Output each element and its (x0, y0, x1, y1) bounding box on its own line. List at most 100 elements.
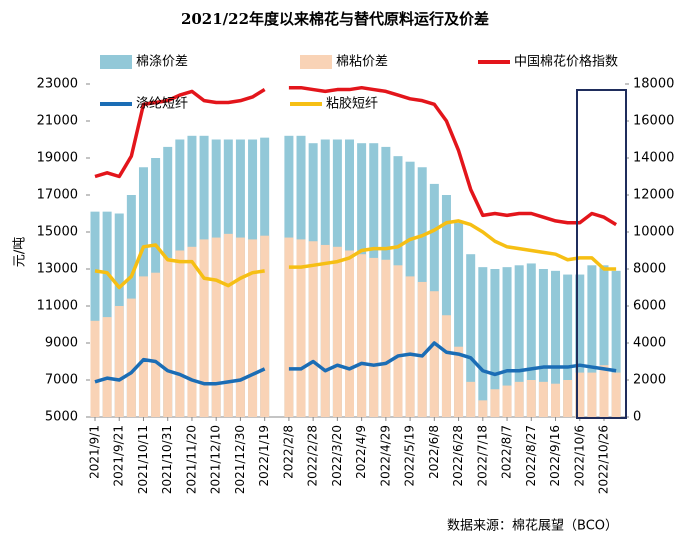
x-tick-label: 2022/2/8 (281, 425, 295, 479)
y-tick-label: 17000 (37, 188, 78, 203)
x-tick-label: 2022/1/19 (257, 425, 271, 487)
legend-label: 中国棉花价格指数 (514, 54, 618, 70)
y-tick-label: 5000 (45, 410, 78, 425)
bar (357, 254, 367, 417)
bar (441, 315, 451, 417)
bar (138, 276, 148, 417)
legend-swatch (300, 55, 332, 69)
bar (466, 254, 476, 417)
bar (284, 237, 294, 417)
x-tick-label: 2022/5/19 (403, 425, 417, 487)
bar (575, 274, 585, 417)
y-tick-label: 7000 (45, 373, 78, 388)
bar (526, 263, 536, 417)
bar (345, 250, 354, 417)
y-tick-label: 23000 (37, 77, 78, 92)
line (94, 341, 617, 386)
x-tick-label: 2021/11/20 (184, 425, 198, 494)
bar (369, 257, 379, 417)
bar (478, 267, 488, 417)
y2-tick-label: 8000 (633, 262, 666, 277)
bar (599, 265, 609, 417)
bar (223, 233, 233, 417)
bar (381, 259, 391, 417)
bar (235, 237, 245, 417)
x-tick-label: 2022/4/9 (354, 425, 368, 479)
bar (599, 365, 609, 417)
bar (417, 281, 427, 417)
bar (441, 195, 451, 417)
bar (611, 270, 621, 417)
y2-tick-label: 2000 (633, 373, 666, 388)
highlight-box (576, 89, 627, 419)
bar (587, 265, 597, 417)
bar (502, 267, 512, 417)
x-tick-label: 2022/7/18 (475, 425, 489, 487)
bar (393, 265, 403, 417)
y2-tick-label: 16000 (633, 114, 674, 129)
bar (187, 246, 197, 417)
x-tick-label: 2021/9/1 (88, 425, 102, 479)
bar (199, 239, 209, 417)
legend-label: 棉涤价差 (136, 55, 188, 70)
y2-tick-label: 6000 (633, 299, 666, 314)
x-tick-label: 2021/9/21 (112, 425, 126, 487)
y2-tick-label: 18000 (633, 77, 674, 92)
x-tick-label: 2022/8/27 (524, 425, 538, 487)
y-tick-label: 13000 (37, 262, 78, 277)
bar (526, 380, 536, 417)
x-tick-label: 2022/4/29 (378, 425, 392, 487)
y-tick-label: 15000 (37, 225, 78, 240)
bar (611, 372, 621, 417)
bar (332, 246, 342, 417)
y2-tick-label: 4000 (633, 336, 666, 351)
bar (151, 272, 161, 417)
x-tick-label: 2021/10/31 (160, 425, 174, 494)
x-tick-label: 2022/6/8 (427, 425, 441, 479)
y2-tick-label: 14000 (633, 151, 674, 166)
plot-area: 5000 7000 9000 11000 13000 15000 17000 19000 210… (37, 77, 675, 495)
x-tick-label: 2021/12/10 (209, 425, 223, 494)
bar (126, 298, 136, 417)
legend-label: 粘胶短纤 (326, 96, 378, 112)
x-tick-label: 2022/10/26 (597, 425, 611, 494)
y-tick-label: 19000 (37, 151, 78, 166)
bar (114, 306, 124, 417)
bar (478, 400, 488, 417)
bar (308, 241, 318, 417)
bar (575, 372, 585, 417)
y2-tick-label: 0 (633, 410, 641, 425)
x-tick-label: 2021/10/11 (136, 425, 150, 494)
bar (211, 237, 221, 417)
x-tick-label: 2022/2/28 (306, 425, 320, 487)
bar (405, 276, 415, 417)
bar (502, 385, 512, 417)
chart-title: 2021/22年度以来棉花与替代原料运行及价差 (181, 10, 489, 28)
bar (514, 265, 524, 417)
bar (538, 269, 548, 417)
bar (296, 239, 306, 417)
bar (454, 346, 464, 417)
bar (163, 257, 173, 417)
bar (260, 235, 270, 417)
y-axis-label: 元/吨 (13, 237, 28, 267)
bar (102, 211, 112, 417)
bar (551, 270, 561, 417)
source-note: 数据来源：棉花展望（BCO） (447, 518, 618, 534)
bar (248, 239, 258, 417)
y-tick-label: 9000 (45, 336, 78, 351)
x-tick-label: 2022/6/28 (451, 425, 465, 487)
bar (514, 381, 524, 417)
bar (551, 383, 561, 417)
y2-tick-label: 10000 (633, 225, 674, 240)
y-tick-label: 11000 (37, 299, 78, 314)
bar (563, 380, 573, 417)
bar (587, 372, 597, 417)
bar (490, 389, 500, 417)
bar (466, 381, 476, 417)
x-tick-label: 2022/3/20 (330, 425, 344, 487)
bar (538, 381, 548, 417)
line (94, 85, 618, 227)
bar (563, 274, 573, 417)
